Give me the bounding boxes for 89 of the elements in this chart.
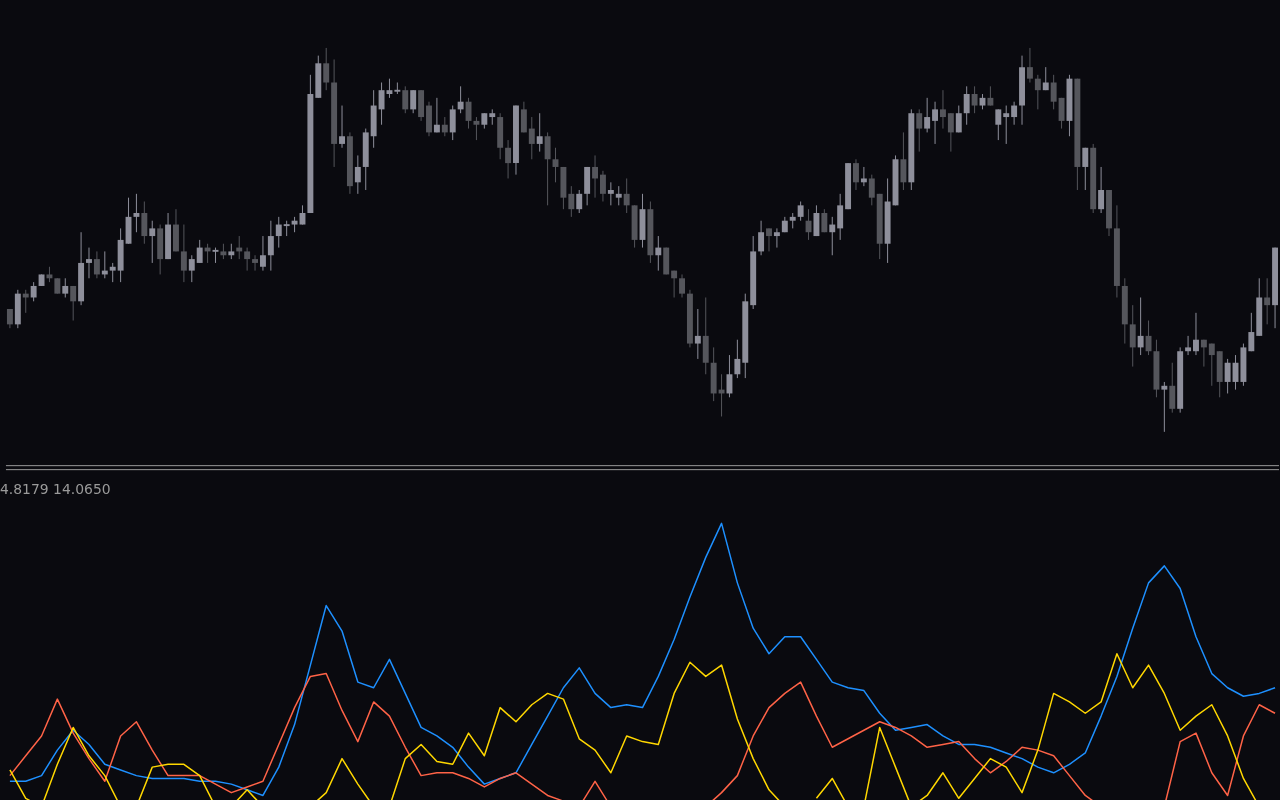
candlestick (805, 208, 812, 241)
candlestick (947, 112, 954, 153)
candlestick (655, 235, 662, 272)
candlestick (868, 174, 875, 206)
candlestick (955, 105, 962, 133)
candlestick (528, 116, 535, 160)
candlestick (568, 185, 575, 218)
candlestick (726, 354, 733, 398)
candlestick (813, 204, 820, 237)
candlestick (1058, 97, 1065, 130)
candlestick (995, 108, 1002, 141)
candlestick (773, 227, 780, 249)
candlestick (599, 170, 606, 203)
candlestick (267, 220, 274, 272)
candlestick (963, 85, 970, 126)
candlestick (1169, 362, 1176, 414)
candlestick (1224, 358, 1231, 394)
candlestick (1208, 343, 1215, 387)
candlestick (259, 235, 266, 272)
candlestick (837, 193, 844, 241)
candlestick (924, 97, 931, 133)
candlestick (275, 216, 282, 249)
candlestick (1200, 339, 1207, 368)
candlestick (987, 85, 994, 107)
candlestick (734, 339, 741, 379)
candlestick (1011, 101, 1018, 126)
candlestick (188, 254, 195, 283)
candlestick (196, 239, 203, 264)
candlestick (520, 101, 527, 133)
candlestick (1034, 74, 1041, 110)
candlestick (1264, 277, 1271, 325)
candlestick (939, 89, 946, 130)
candlestick (149, 220, 156, 264)
candlestick (1145, 320, 1152, 356)
candlestick (607, 181, 614, 206)
candlestick (860, 166, 867, 187)
candlestick (339, 105, 345, 149)
candlestick (671, 270, 678, 298)
candlestick (457, 85, 464, 114)
candlestick (623, 177, 630, 214)
candlestick (1098, 166, 1105, 214)
candlestick (1248, 312, 1255, 352)
candlestick (109, 262, 116, 283)
candlestick (93, 250, 100, 279)
candlestick (6, 308, 13, 329)
candlestick (1026, 47, 1033, 83)
candlestick (1082, 147, 1089, 191)
candlestick (1050, 74, 1057, 110)
candlestick (916, 108, 923, 153)
candlestick (70, 285, 77, 322)
text: 4.8179 14.0650 (0, 480, 111, 497)
candlestick (758, 220, 765, 256)
candlestick (932, 101, 939, 145)
candlestick (30, 281, 37, 302)
candlestick (544, 131, 551, 206)
candlestick (829, 216, 836, 256)
candlestick (694, 308, 701, 360)
candlestick (473, 116, 480, 141)
candlestick (853, 158, 859, 191)
candlestick (797, 201, 804, 222)
candlestick (1137, 296, 1144, 356)
candlestick (141, 201, 148, 245)
candlestick (86, 247, 92, 279)
candlestick (1193, 312, 1199, 356)
candlestick (402, 85, 409, 114)
candlestick (449, 105, 456, 141)
candlestick (133, 193, 140, 233)
candlestick (505, 139, 512, 179)
candlestick (536, 112, 543, 153)
candlestick (410, 89, 417, 114)
candlestick (1129, 304, 1136, 368)
candlestick (354, 154, 361, 195)
candlestick (592, 154, 599, 199)
candlestick (323, 47, 330, 91)
candlestick (1161, 381, 1168, 433)
candlestick (1003, 105, 1010, 145)
candlestick (900, 131, 907, 191)
candlestick (433, 97, 440, 133)
candlestick (1185, 335, 1192, 356)
candlestick (252, 254, 259, 272)
candlestick (615, 185, 622, 206)
candlestick (441, 116, 448, 137)
candlestick (679, 273, 685, 298)
candlestick (576, 189, 583, 214)
candlestick (766, 227, 772, 252)
candlestick (971, 85, 978, 114)
candlestick (244, 247, 251, 272)
candlestick (62, 277, 69, 298)
candlestick (180, 224, 187, 283)
